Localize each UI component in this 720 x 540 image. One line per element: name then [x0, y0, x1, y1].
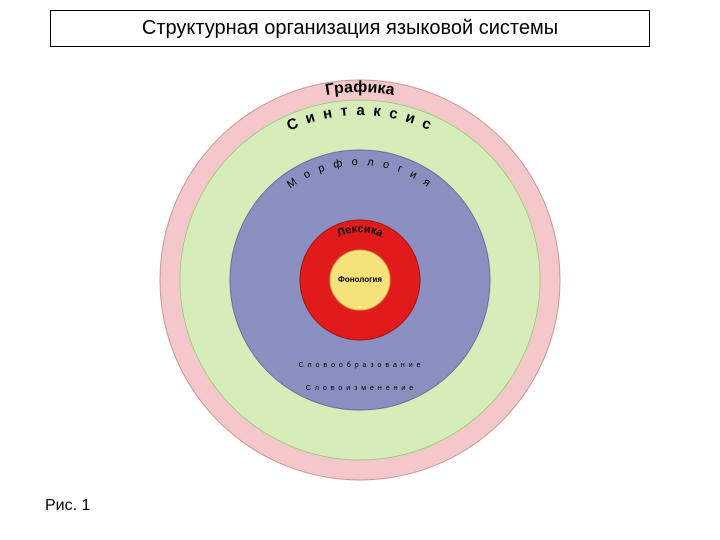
diagram: ГрафикаС и н т а к с и сМ о р ф о л о г … [0, 70, 720, 490]
ring-label-outer1: Графика [324, 79, 396, 99]
figure-caption: Рис. 1 [45, 497, 90, 515]
ring-label-center: Фонология [338, 275, 382, 284]
title-box: Структурная организация языковой системы [50, 10, 650, 47]
ring-label-mid_bot2: С л о в о и з м е н е н и е [306, 385, 414, 392]
concentric-diagram: ГрафикаС и н т а к с и сМ о р ф о л о г … [150, 70, 570, 490]
title-text: Структурная организация языковой системы [142, 17, 558, 39]
ring-label-mid_bot1: С л о в о о б р а з о в а н и е [299, 361, 422, 369]
caption-text: Рис. 1 [45, 497, 90, 514]
